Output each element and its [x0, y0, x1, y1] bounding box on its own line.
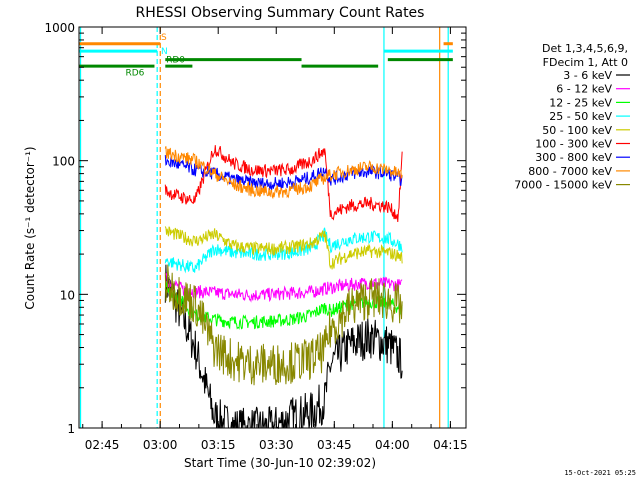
legend-label-4: 50 - 100 keV	[542, 124, 612, 137]
y-tick-label-1: 10	[60, 288, 75, 302]
chart-title: RHESSI Observing Summary Count Rates	[136, 5, 425, 21]
legend-header-0: Det 1,3,4,5,6,9,	[542, 42, 628, 55]
flag-label-s: S	[161, 33, 167, 43]
flag-label-rd6: RD6	[125, 69, 144, 79]
legend-header-1: FDecim 1, Att 0	[543, 56, 628, 69]
series-line-1	[164, 272, 403, 303]
y-tick-label-0: 1	[67, 422, 75, 436]
legend-label-0: 3 - 6 keV	[563, 69, 612, 82]
legend: Det 1,3,4,5,6,9,FDecim 1, Att 03 - 6 keV…	[514, 42, 630, 192]
legend-label-7: 800 - 7000 keV	[528, 165, 612, 178]
x-tick-label-0: 02:45	[85, 438, 120, 452]
legend-label-8: 7000 - 15000 keV	[514, 179, 612, 192]
y-axis: 1 10 100 1000	[44, 21, 466, 436]
x-tick-label-4: 03:45	[317, 438, 352, 452]
series-line-8	[164, 264, 403, 386]
legend-label-6: 300 - 800 keV	[535, 151, 612, 164]
legend-label-3: 25 - 50 keV	[549, 110, 612, 123]
series-line-4	[164, 226, 403, 270]
flag-label-n: N	[161, 47, 168, 57]
x-tick-label-6: 04:15	[433, 438, 468, 452]
x-tick-label-1: 03:00	[143, 438, 178, 452]
vertical-markers	[79, 27, 449, 428]
x-axis-label: Start Time (30-Jun-10 02:39:02)	[184, 456, 376, 470]
y-tick-label-3: 1000	[44, 21, 75, 35]
footer-date: 15-Oct-2021 05:25	[564, 469, 636, 477]
legend-label-2: 12 - 25 keV	[549, 96, 612, 109]
x-tick-label-2: 03:15	[201, 438, 236, 452]
flag-label-rd0: RD0	[166, 56, 185, 66]
series-line-3	[164, 227, 403, 274]
y-tick-label-2: 100	[52, 155, 75, 169]
x-tick-label-3: 03:30	[259, 438, 294, 452]
series-line-7	[164, 146, 403, 200]
x-tick-label-5: 04:00	[375, 438, 410, 452]
data-series	[164, 145, 403, 430]
legend-label-5: 100 - 300 keV	[535, 138, 612, 151]
series-line-2	[164, 280, 403, 330]
y-axis-label: Count Rate (s⁻¹ detector⁻¹)	[23, 146, 37, 309]
legend-label-1: 6 - 12 keV	[556, 83, 612, 96]
plot-frame	[78, 26, 467, 429]
x-axis: 02:45 03:00 03:15 03:30 03:45 04:00 04:15	[82, 27, 468, 452]
